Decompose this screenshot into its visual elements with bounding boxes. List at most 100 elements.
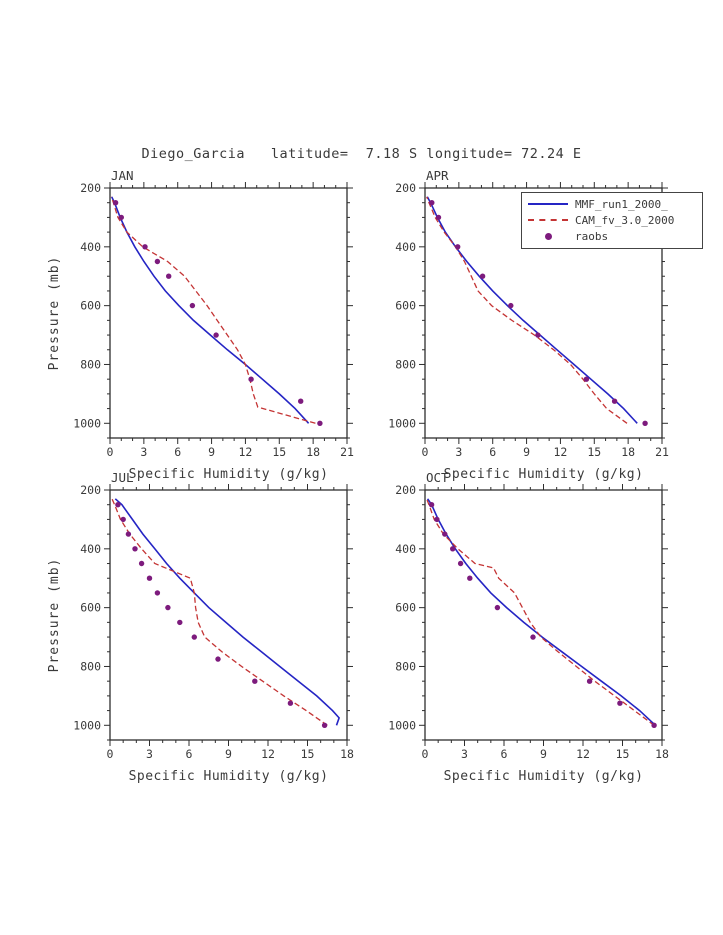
y-tick-label: 600 (395, 299, 416, 313)
y-tick-label: 1000 (388, 416, 416, 430)
panel-month-label: JAN (111, 168, 134, 183)
cam-line (111, 498, 328, 726)
raob-dot (215, 656, 221, 662)
x-tick-label: 9 (225, 747, 232, 761)
x-tick-label: 6 (174, 445, 181, 459)
y-tick-label: 800 (80, 659, 101, 673)
legend-item: MMF_run1_2000_ (527, 196, 697, 212)
raob-dot (165, 604, 171, 611)
mmf-line (114, 498, 341, 726)
panel-month-label: OCT (426, 470, 449, 485)
raob-dot (617, 700, 623, 706)
y-tick-label: 200 (395, 181, 416, 195)
raob-dot (213, 332, 219, 338)
x-tick-label: 6 (501, 747, 508, 761)
raob-dot (132, 546, 138, 552)
x-tick-label: 18 (306, 445, 320, 459)
x-axis-title: Specific Humidity (g/kg) (444, 467, 644, 482)
x-tick-label: 15 (301, 747, 315, 761)
y-tick-label: 800 (395, 659, 416, 673)
legend-label: MMF_run1_2000_ (575, 197, 668, 211)
raob-dot (252, 678, 258, 684)
solid-line-icon (528, 203, 568, 205)
x-tick-label: 15 (272, 445, 286, 459)
x-tick-label: 12 (238, 445, 252, 459)
raob-dot (508, 302, 514, 309)
x-tick-label: 3 (461, 747, 468, 761)
y-tick-label: 400 (395, 240, 416, 254)
raob-dot (287, 700, 294, 706)
y-tick-label: 1000 (388, 718, 416, 732)
chart-panel-apr: 0 3 6 9 12 15 18 21 200 400 600 800 1000 APR Specific … (388, 168, 669, 482)
raob-dot (651, 722, 657, 728)
raob-dot (611, 398, 618, 404)
raob-dot (434, 516, 440, 523)
x-tick-label: 18 (655, 747, 669, 761)
raob-dot (583, 376, 590, 382)
x-tick-label: 3 (146, 747, 153, 761)
y-tick-label: 400 (80, 542, 101, 556)
raob-dot (142, 244, 148, 250)
raob-dot (166, 273, 172, 279)
y-tick-label: 800 (80, 357, 101, 371)
legend-item: raobs (527, 228, 697, 244)
mmf-line (110, 196, 310, 424)
x-tick-label: 0 (422, 445, 429, 459)
raob-dot (298, 398, 304, 404)
plot-frame (424, 187, 663, 439)
raob-dot (457, 560, 464, 567)
x-tick-label: 12 (553, 445, 567, 459)
cam-line (110, 196, 316, 424)
raob-dot (154, 590, 161, 596)
y-tick-label: 600 (80, 601, 101, 615)
y-tick-label: 1000 (73, 718, 101, 732)
raob-dot (435, 214, 442, 221)
y-tick-label: 200 (80, 181, 101, 195)
x-tick-label: 15 (616, 747, 630, 761)
raob-dot (115, 502, 121, 508)
page-title: Diego_Garcia latitude= 7.18 S longitude=… (141, 146, 582, 162)
cam-line (426, 196, 628, 424)
x-axis-title: Specific Humidity (g/kg) (129, 769, 329, 784)
raob-dot (112, 200, 119, 206)
legend-dot-sample (527, 232, 569, 240)
raob-dot (118, 214, 124, 221)
raobs-dot-icon (544, 232, 552, 240)
x-tick-label: 3 (140, 445, 147, 459)
raob-dot (428, 502, 435, 508)
plot-frame (424, 489, 663, 741)
raob-dot (442, 531, 448, 537)
raob-dot (494, 604, 501, 611)
legend-dashed-line-sample (527, 219, 569, 221)
y-tick-label: 400 (80, 240, 101, 254)
x-tick-label: 0 (107, 445, 114, 459)
panel-month-label: APR (426, 168, 449, 183)
x-tick-label: 6 (489, 445, 496, 459)
y-tick-label: 400 (395, 542, 416, 556)
raob-dot (535, 332, 541, 338)
plot-frame (109, 187, 348, 439)
raob-dot (248, 376, 254, 382)
x-tick-label: 21 (340, 445, 354, 459)
y-tick-label: 1000 (73, 416, 101, 430)
raob-dot (191, 634, 197, 640)
mmf-line (426, 196, 638, 424)
raob-dot (530, 634, 536, 640)
y-tick-label: 800 (395, 357, 416, 371)
x-tick-label: 0 (107, 747, 114, 761)
x-tick-label: 18 (340, 747, 354, 761)
raob-dot (146, 575, 153, 581)
raob-dot (586, 678, 593, 684)
raob-dot (429, 200, 435, 206)
raob-dot (317, 420, 323, 426)
raob-dot (138, 560, 145, 567)
x-tick-label: 12 (261, 747, 275, 761)
x-tick-label: 6 (186, 747, 193, 761)
legend-item: CAM_fv_3.0_2000 (527, 212, 697, 228)
dashed-line-icon (528, 219, 568, 221)
x-tick-label: 15 (587, 445, 601, 459)
mmf-line (426, 498, 656, 726)
legend-label: raobs (575, 229, 609, 243)
